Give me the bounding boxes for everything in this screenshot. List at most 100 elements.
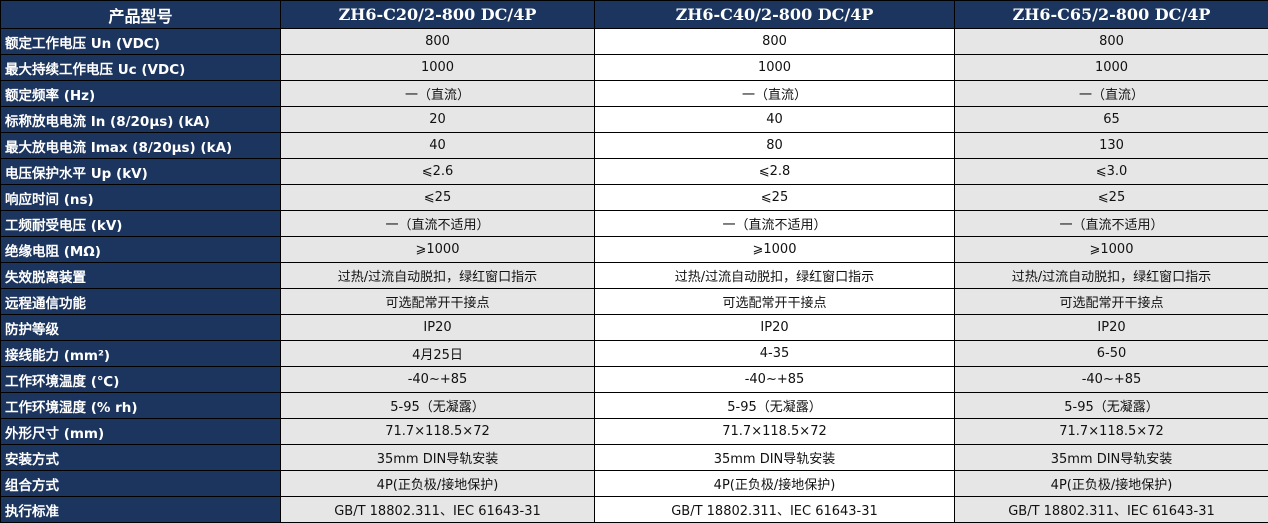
table-row: 工作环境湿度 (% rh) 5-95（无凝露） 5-95（无凝露） 5-95（无凝露） (0, 392, 1268, 419)
table-row: 标称放电电流 In (8/20μs) (kA) 20 40 65 (0, 106, 1268, 133)
row-value: ⩾1000 (954, 236, 1268, 263)
row-value: GB/T 18802.311、IEC 61643-31 (594, 496, 955, 523)
row-value: 35mm DIN导轨安装 (280, 444, 595, 471)
table-row: 电压保护水平 Up (kV) ⩽2.6 ⩽2.8 ⩽3.0 (0, 158, 1268, 185)
header-model: ZH6-C40/2-800 DC/4P (594, 0, 955, 29)
row-value: ⩽25 (280, 184, 595, 211)
table-row: 响应时间 (ns) ⩽25 ⩽25 ⩽25 (0, 184, 1268, 211)
row-value: 4月25日 (280, 340, 595, 367)
row-value: GB/T 18802.311、IEC 61643-31 (280, 496, 595, 523)
row-value: ⩽25 (954, 184, 1268, 211)
header-model: ZH6-C20/2-800 DC/4P (280, 0, 595, 29)
table-row: 额定工作电压 Un (VDC) 800 800 800 (0, 28, 1268, 55)
row-value: 800 (954, 28, 1268, 55)
row-label: 失效脱离装置 (0, 262, 281, 289)
row-label: 工作环境湿度 (% rh) (0, 392, 281, 419)
row-value: 一（直流） (280, 80, 595, 107)
row-value: 35mm DIN导轨安装 (594, 444, 955, 471)
table-row: 工作环境温度 (℃) -40~+85 -40~+85 -40~+85 (0, 366, 1268, 393)
row-value: 20 (280, 106, 595, 133)
table-row: 防护等级 IP20 IP20 IP20 (0, 314, 1268, 341)
header-row: 产品型号 ZH6-C20/2-800 DC/4P ZH6-C40/2-800 D… (0, 0, 1268, 29)
row-label: 组合方式 (0, 470, 281, 497)
row-value: 5-95（无凝露） (280, 392, 595, 419)
row-label: 外形尺寸 (mm) (0, 418, 281, 445)
row-value: IP20 (954, 314, 1268, 341)
row-value: IP20 (280, 314, 595, 341)
row-value: 可选配常开干接点 (594, 288, 955, 315)
table-row: 外形尺寸 (mm) 71.7×118.5×72 71.7×118.5×72 71.7×… (0, 418, 1268, 445)
table-row: 执行标准 GB/T 18802.311、IEC 61643-31 GB/T 1880… (0, 496, 1268, 523)
row-value: 71.7×118.5×72 (280, 418, 595, 445)
row-value: 6-50 (954, 340, 1268, 367)
row-label: 最大持续工作电压 Uc (VDC) (0, 54, 281, 81)
row-label: 安装方式 (0, 444, 281, 471)
row-value: -40~+85 (594, 366, 955, 393)
row-label: 工频耐受电压 (kV) (0, 210, 281, 237)
row-value: 过热/过流自动脱扣，绿红窗口指示 (280, 262, 595, 289)
row-label: 标称放电电流 In (8/20μs) (kA) (0, 106, 281, 133)
row-label: 工作环境温度 (℃) (0, 366, 281, 393)
row-value: ⩽2.8 (594, 158, 955, 185)
row-value: 一（直流不适用） (280, 210, 595, 237)
row-value: 过热/过流自动脱扣，绿红窗口指示 (594, 262, 955, 289)
row-label: 绝缘电阻 (MΩ) (0, 236, 281, 263)
row-value: 1000 (280, 54, 595, 81)
row-label: 远程通信功能 (0, 288, 281, 315)
table-row: 工频耐受电压 (kV) 一（直流不适用） 一（直流不适用） 一（直流不适用） (0, 210, 1268, 237)
table-row: 最大持续工作电压 Uc (VDC) 1000 1000 1000 (0, 54, 1268, 81)
row-value: 4-35 (594, 340, 955, 367)
row-value: -40~+85 (954, 366, 1268, 393)
row-value: -40~+85 (280, 366, 595, 393)
row-value: 一（直流） (954, 80, 1268, 107)
header-model: ZH6-C65/2-800 DC/4P (954, 0, 1268, 29)
table-row: 组合方式 4P(正负极/接地保护) 4P(正负极/接地保护) 4P(正负极/接地保护) (0, 470, 1268, 497)
row-value: 4P(正负极/接地保护) (954, 470, 1268, 497)
row-value: 1000 (954, 54, 1268, 81)
row-value: 65 (954, 106, 1268, 133)
row-label: 额定频率 (Hz) (0, 80, 281, 107)
row-value: 71.7×118.5×72 (594, 418, 955, 445)
row-label: 电压保护水平 Up (kV) (0, 158, 281, 185)
table-row: 最大放电电流 Imax (8/20μs) (kA) 40 80 130 (0, 132, 1268, 159)
row-value: ⩽2.6 (280, 158, 595, 185)
row-value: 过热/过流自动脱扣，绿红窗口指示 (954, 262, 1268, 289)
row-value: ⩽25 (594, 184, 955, 211)
row-value: 可选配常开干接点 (280, 288, 595, 315)
row-value: 40 (594, 106, 955, 133)
row-value: 一（直流不适用） (594, 210, 955, 237)
table-row: 安装方式 35mm DIN导轨安装 35mm DIN导轨安装 35mm DIN导轨安装 (0, 444, 1268, 471)
table-row: 额定频率 (Hz) 一（直流） 一（直流） 一（直流） (0, 80, 1268, 107)
row-value: 一（直流不适用） (954, 210, 1268, 237)
table-row: 接线能力 (mm²) 4月25日 4-35 6-50 (0, 340, 1268, 367)
row-label: 防护等级 (0, 314, 281, 341)
row-value: 40 (280, 132, 595, 159)
row-label: 响应时间 (ns) (0, 184, 281, 211)
row-value: IP20 (594, 314, 955, 341)
row-value: ⩽3.0 (954, 158, 1268, 185)
row-value: 5-95（无凝露） (954, 392, 1268, 419)
row-label: 最大放电电流 Imax (8/20μs) (kA) (0, 132, 281, 159)
row-label: 额定工作电压 Un (VDC) (0, 28, 281, 55)
header-label: 产品型号 (0, 0, 281, 29)
row-value: 80 (594, 132, 955, 159)
row-value: 4P(正负极/接地保护) (594, 470, 955, 497)
table-row: 远程通信功能 可选配常开干接点 可选配常开干接点 可选配常开干接点 (0, 288, 1268, 315)
row-value: 800 (280, 28, 595, 55)
row-value: GB/T 18802.311、IEC 61643-31 (954, 496, 1268, 523)
row-label: 执行标准 (0, 496, 281, 523)
row-value: 5-95（无凝露） (594, 392, 955, 419)
row-value: 71.7×118.5×72 (954, 418, 1268, 445)
row-value: 可选配常开干接点 (954, 288, 1268, 315)
row-value: 1000 (594, 54, 955, 81)
row-label: 接线能力 (mm²) (0, 340, 281, 367)
row-value: 130 (954, 132, 1268, 159)
row-value: 一（直流） (594, 80, 955, 107)
table-row: 绝缘电阻 (MΩ) ⩾1000 ⩾1000 ⩾1000 (0, 236, 1268, 263)
row-value: 4P(正负极/接地保护) (280, 470, 595, 497)
row-value: ⩾1000 (280, 236, 595, 263)
row-value: ⩾1000 (594, 236, 955, 263)
row-value: 35mm DIN导轨安装 (954, 444, 1268, 471)
row-value: 800 (594, 28, 955, 55)
